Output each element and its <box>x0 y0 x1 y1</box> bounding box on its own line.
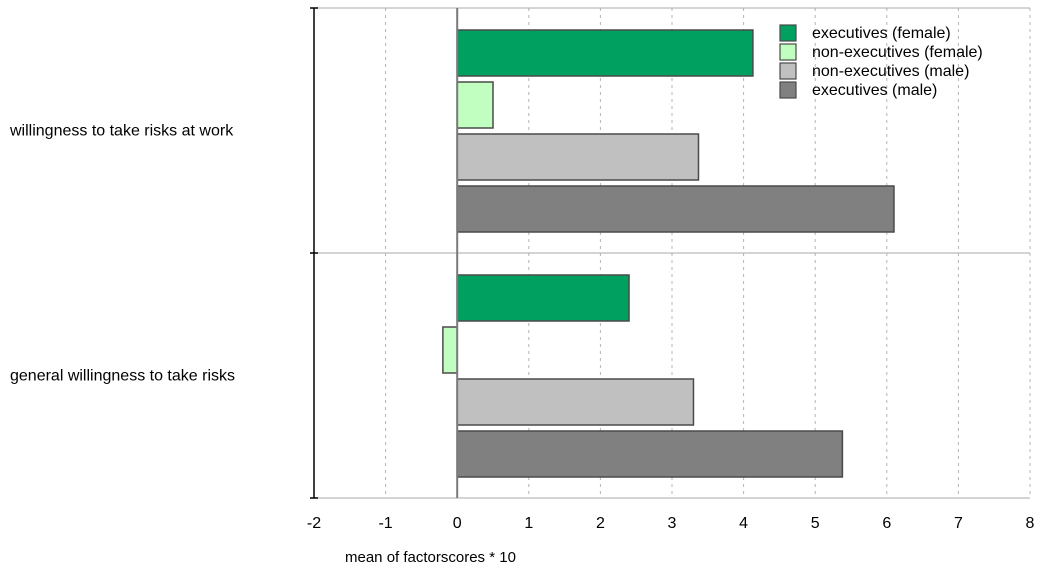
legend: executives (female) non-executives (femal… <box>779 24 983 99</box>
legend-swatch <box>779 62 797 80</box>
bar <box>456 378 695 426</box>
bars <box>442 29 895 478</box>
legend-swatch <box>779 24 797 42</box>
bar <box>456 185 895 233</box>
x-tick-label: 0 <box>453 515 462 532</box>
category-labels: willingness to take risks at work general… <box>9 123 235 385</box>
x-tick-label: 1 <box>524 515 533 532</box>
legend-label: non-executives (female) <box>812 44 983 61</box>
x-tick-label: 3 <box>668 515 677 532</box>
x-axis-title: mean of factorscores * 10 <box>345 549 516 566</box>
x-tick-label: 8 <box>1026 515 1035 532</box>
legend-label: non-executives (male) <box>812 63 969 80</box>
category-label: willingness to take risks at work <box>9 123 234 140</box>
bar <box>442 326 458 374</box>
legend-swatch <box>779 43 797 61</box>
bar <box>456 29 754 77</box>
x-tick-label: 2 <box>596 515 605 532</box>
axes <box>310 7 459 499</box>
x-tick-label: -2 <box>307 515 321 532</box>
legend-label: executives (male) <box>812 82 937 99</box>
legend-swatch <box>779 81 797 99</box>
x-tick-label: -1 <box>378 515 392 532</box>
x-tick-label: 6 <box>882 515 891 532</box>
bar <box>456 430 844 478</box>
bar <box>456 133 700 181</box>
x-tick-labels: -2 -1 0 1 2 3 4 5 6 7 8 <box>307 515 1035 532</box>
legend-label: executives (female) <box>812 25 951 42</box>
x-tick-label: 4 <box>739 515 748 532</box>
x-tick-label: 5 <box>811 515 820 532</box>
bar <box>456 274 630 322</box>
x-tick-label: 7 <box>954 515 963 532</box>
bar <box>456 81 494 129</box>
category-label: general willingness to take risks <box>10 368 235 385</box>
